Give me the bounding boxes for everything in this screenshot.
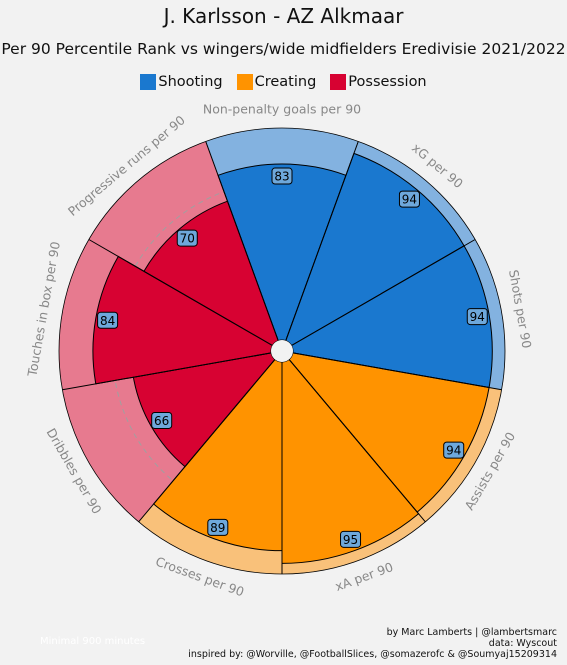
slice-divider: [205, 141, 279, 341]
value-box-shots-per-90: [466, 308, 488, 326]
value-label-touches-in-box-per-90: 84: [100, 314, 115, 328]
legend-label-creating: Creating: [254, 74, 317, 90]
credit-line-data: data: Wyscout: [488, 638, 557, 649]
slice-divider: [291, 239, 476, 346]
value-box-assists-per-90: [443, 441, 465, 459]
value-label-shots-per-90: 94: [470, 310, 485, 324]
chart-subtitle: Per 90 Percentile Rank vs wingers/wide m…: [1, 40, 566, 58]
value-box-xg-per-90: [398, 190, 420, 208]
credit-line-author: by Marc Lamberts | @lambertsmarc: [386, 627, 557, 638]
minutes-note: Minimal 900 minutes: [40, 636, 146, 647]
slice-divider: [138, 359, 276, 523]
value-box-touches-in-box-per-90: [97, 311, 119, 329]
value-box-dribbles-per-90: [151, 411, 173, 429]
legend-item-shooting: Shooting: [140, 74, 223, 90]
value-label-crosses-per-90: 89: [210, 521, 225, 535]
chart-title: J. Karlsson - AZ Alkmaar: [163, 4, 404, 28]
slice-divider: [88, 239, 273, 346]
slice-divider: [288, 359, 426, 523]
legend-item-creating: Creating: [236, 74, 317, 90]
value-box-xa-per-90: [340, 530, 362, 548]
value-label-non-penalty-goals-per-90: 83: [274, 170, 289, 184]
legend-label-shooting: Shooting: [158, 74, 223, 90]
slice-divider: [62, 352, 272, 391]
param-label-non-penalty-goals-per-90: Non-penalty goals per 90: [203, 102, 361, 117]
param-label-touches-in-box-per-90: Touches in box per 90: [24, 240, 63, 378]
value-label-assists-per-90: 94: [446, 444, 461, 458]
value-box-crosses-per-90: [207, 518, 229, 536]
credit-line-inspired: inspired by: @Worville, @FootballSlices,…: [188, 649, 557, 660]
param-label-shots-per-90: Shots per 90: [506, 269, 535, 350]
value-label-xa-per-90: 95: [343, 533, 358, 547]
legend-swatch-shooting: [140, 74, 157, 90]
center-hole: [271, 340, 293, 362]
value-label-progressive-runs-per-90: 70: [180, 232, 195, 246]
legend-item-possession: Possession: [330, 74, 427, 90]
value-label-xg-per-90: 94: [402, 193, 417, 207]
legend-swatch-possession: [330, 74, 347, 90]
value-box-non-penalty-goals-per-90: [271, 167, 293, 185]
slice-divider: [285, 141, 359, 341]
legend: Shooting Creating Possession: [0, 74, 567, 90]
legend-swatch-creating: [236, 74, 253, 90]
value-box-progressive-runs-per-90: [176, 229, 198, 247]
legend-label-possession: Possession: [348, 74, 427, 90]
credits: by Marc Lamberts | @lambertsmarc data: W…: [188, 627, 557, 660]
slice-divider: [292, 352, 502, 391]
value-label-dribbles-per-90: 66: [154, 414, 169, 428]
